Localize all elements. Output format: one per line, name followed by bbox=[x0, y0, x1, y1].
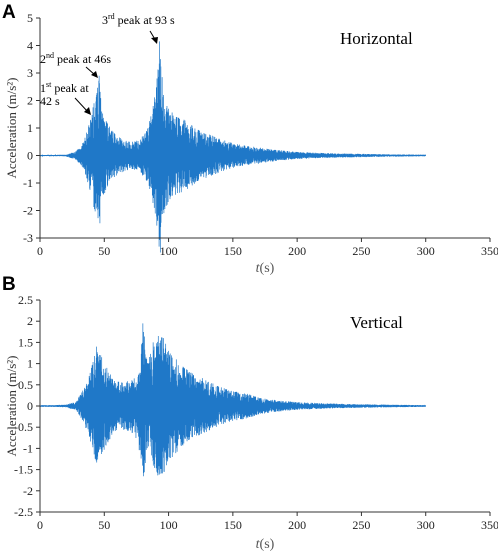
annotation-3rd-peak: 3rd peak at 93 s bbox=[102, 12, 175, 27]
panel-a-y-tick-label: -2 bbox=[23, 204, 33, 218]
panel-a-title: Horizontal bbox=[340, 29, 413, 48]
panel-a-x-tick-label: 350 bbox=[481, 244, 498, 258]
panel-a: A -3 -2 -1 0 1 2 3 4 5 0 50 100 150 200 250 300 350 Acc… bbox=[2, 2, 498, 276]
panel-b-y-tick-label: -1 bbox=[23, 441, 33, 455]
panel-b-y-tick-label: -0.5 bbox=[14, 420, 33, 434]
vertical-trace bbox=[39, 323, 427, 477]
panel-a-y-tick-label: 3 bbox=[27, 66, 33, 80]
panel-a-x-tick-label: 100 bbox=[160, 244, 178, 258]
panel-b-label: B bbox=[2, 274, 16, 295]
panel-b-x-ticks: 0 50 100 150 200 250 300 350 bbox=[37, 512, 498, 532]
panel-a-x-tick-label: 250 bbox=[352, 244, 370, 258]
annotation-2nd-peak: 2nd peak at 46s bbox=[40, 51, 111, 66]
panel-a-y-tick-label: 5 bbox=[27, 11, 33, 25]
panel-b-y-tick-label: 1.5 bbox=[18, 335, 33, 349]
panel-a-y-tick-label: 1 bbox=[27, 121, 33, 135]
panel-a-y-tick-label: -1 bbox=[23, 176, 33, 190]
panel-a-x-tick-label: 50 bbox=[98, 244, 110, 258]
panel-b-y-tick-label: 1 bbox=[27, 357, 33, 371]
panel-a-x-axis-title: t(s) bbox=[256, 261, 275, 276]
panel-a-y-axis-title: Acceleration (m/s²) bbox=[4, 78, 19, 179]
panel-b-x-tick-label: 150 bbox=[224, 518, 242, 532]
panel-b-y-tick-label: -2.5 bbox=[14, 505, 33, 519]
panel-b-x-axis-unit: (s) bbox=[260, 537, 275, 552]
annotation-1st-peak-arrowhead bbox=[84, 107, 91, 115]
panel-b-y-tick-label: -2 bbox=[23, 484, 33, 498]
annotation-3rd-peak-arrowhead bbox=[151, 37, 158, 44]
panel-b-x-axis-var: t bbox=[256, 537, 261, 552]
panel-a-y-ticks: -3 -2 -1 0 1 2 3 4 5 bbox=[23, 11, 40, 245]
panel-a-y-tick-label: -3 bbox=[23, 231, 33, 245]
horizontal-trace bbox=[39, 41, 427, 253]
panel-a-x-ticks: 0 50 100 150 200 250 300 350 bbox=[37, 238, 498, 258]
panel-b-y-tick-label: 0 bbox=[27, 399, 33, 413]
panel-a-y-tick-label: 4 bbox=[27, 39, 33, 53]
panel-a-x-tick-label: 150 bbox=[224, 244, 242, 258]
panel-b-x-tick-label: 200 bbox=[288, 518, 306, 532]
panel-a-x-axis-unit: (s) bbox=[260, 261, 275, 276]
panel-a-y-tick-label: 0 bbox=[27, 149, 33, 163]
panel-b-series-line bbox=[39, 323, 427, 477]
panel-b-y-tick-label: -1.5 bbox=[14, 463, 33, 477]
panel-b-x-tick-label: 0 bbox=[37, 518, 43, 532]
annotation-1st-peak-line2: 42 s bbox=[40, 94, 60, 108]
panel-a-x-axis-var: t bbox=[256, 261, 261, 276]
panel-b-y-tick-label: 2.5 bbox=[18, 293, 33, 307]
panel-b-x-tick-label: 250 bbox=[352, 518, 370, 532]
annotation-1st-peak: 1st peak at bbox=[40, 80, 89, 95]
panel-b-x-tick-label: 100 bbox=[160, 518, 178, 532]
panel-b-title: Vertical bbox=[350, 313, 403, 332]
panel-b-x-tick-label: 300 bbox=[417, 518, 435, 532]
panel-a-series-line bbox=[39, 41, 427, 253]
panel-a-x-tick-label: 300 bbox=[417, 244, 435, 258]
panel-b-x-axis-title: t(s) bbox=[256, 537, 275, 552]
annotation-1st-peak-arrow bbox=[74, 97, 89, 113]
panel-a-label: A bbox=[2, 2, 16, 23]
panel-b-y-ticks: -2.5 -2 -1.5 -1 -0.5 0 0.5 1 1.5 2 2.5 bbox=[14, 293, 40, 519]
annotation-2nd-peak-arrowhead bbox=[91, 71, 98, 78]
panel-b-y-tick-label: 2 bbox=[27, 314, 33, 328]
panel-b-y-axis-title: Acceleration (m/s²) bbox=[4, 356, 19, 457]
panel-b-y-tick-label: 0.5 bbox=[18, 378, 33, 392]
panel-a-x-tick-label: 200 bbox=[288, 244, 306, 258]
panel-b-x-tick-label: 350 bbox=[481, 518, 498, 532]
panel-b: B -2.5 -2 -1.5 -1 -0.5 0 0.5 1 1.5 2 2.5 0 50 100 150… bbox=[2, 274, 498, 552]
panel-b-x-tick-label: 50 bbox=[98, 518, 110, 532]
panel-a-x-tick-label: 0 bbox=[37, 244, 43, 258]
panel-a-y-tick-label: 2 bbox=[27, 94, 33, 108]
